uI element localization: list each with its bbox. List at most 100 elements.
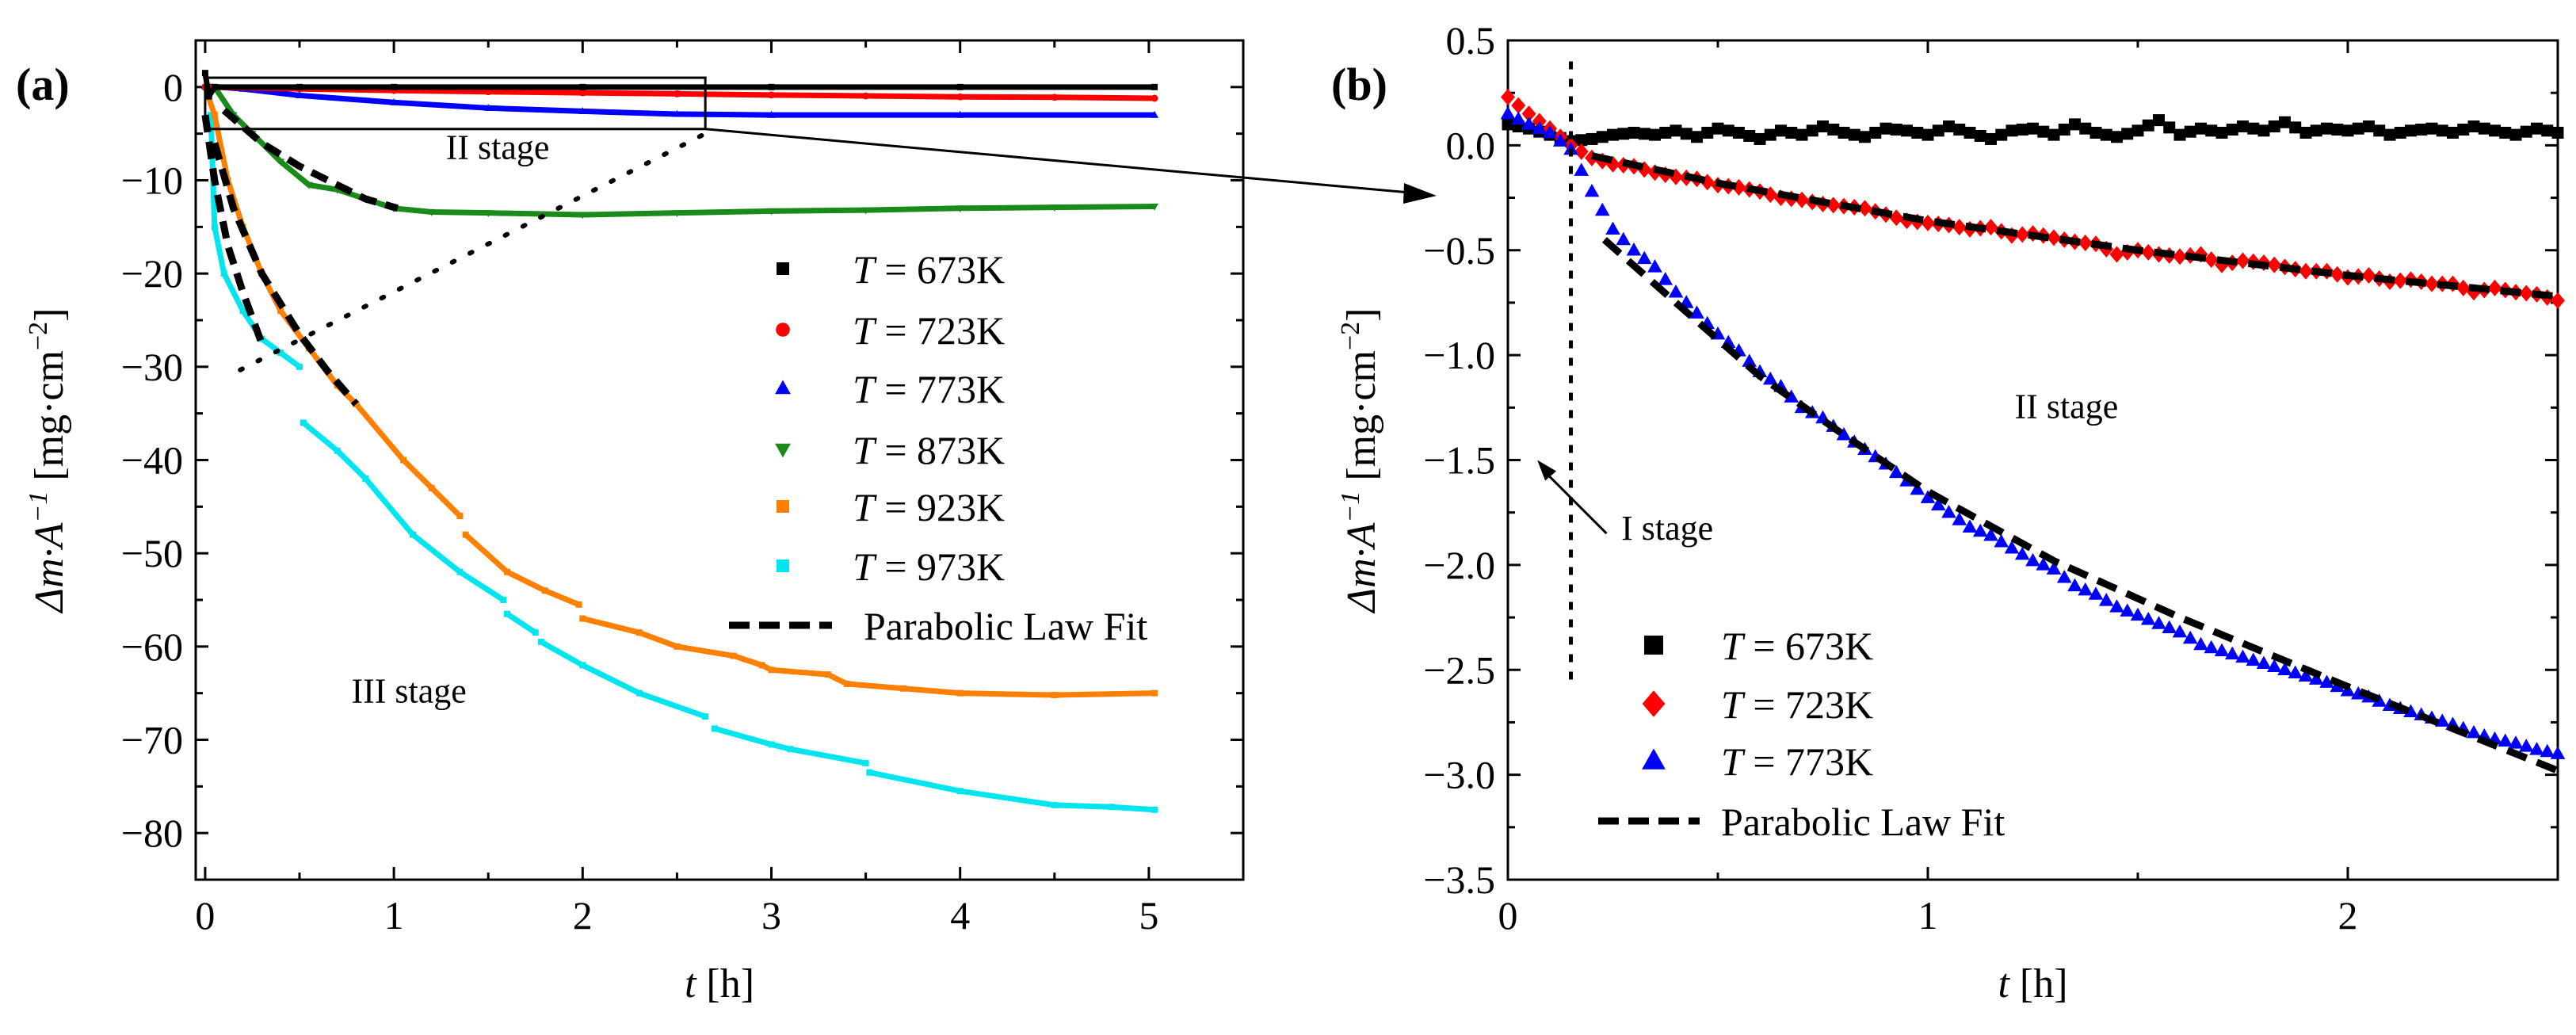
data-point (575, 601, 582, 608)
legend-var: T (853, 544, 877, 589)
data-point (767, 208, 776, 216)
legend-label-723K: T = 723K (1721, 682, 1873, 727)
data-point-interp (2268, 120, 2280, 133)
data-point (211, 223, 218, 231)
data-point (1796, 128, 1808, 141)
legend-marker-923K (777, 500, 789, 513)
zoom-dotted-line (235, 133, 704, 374)
data-point (1151, 203, 1159, 211)
data-point-interp (2204, 251, 2219, 269)
series-723K (1501, 88, 2565, 309)
series-line (301, 420, 506, 602)
data-point (1051, 801, 1058, 808)
legend-marker-723K (1642, 690, 1666, 717)
legend-temp: 723K (917, 308, 1005, 353)
data-point (2089, 126, 2102, 139)
data-point (2299, 262, 2313, 280)
data-point-interp (1596, 131, 1609, 143)
data-point-interp (2331, 124, 2344, 136)
fit-line-723K (1591, 152, 2559, 300)
data-point (456, 568, 464, 575)
annotation-i-stage: I stage (1621, 509, 1713, 548)
legend-marker-973K (777, 560, 789, 572)
data-point (2173, 128, 2186, 141)
x-tick-label: 0 (195, 893, 215, 938)
data-point-interp (2078, 582, 2093, 596)
data-point (484, 88, 492, 96)
data-point-interp (1510, 111, 1526, 125)
data-point (1836, 426, 1852, 441)
legend-var: T (1721, 682, 1746, 727)
data-point (1754, 132, 1766, 145)
data-point (862, 759, 869, 766)
data-point (1151, 83, 1158, 90)
data-point-interp (2541, 124, 2554, 137)
panel-label: (a) (16, 59, 70, 110)
legend-temp: 773K (1785, 739, 1873, 784)
legend-eq: = (875, 485, 917, 529)
legend-eq: = (875, 428, 917, 472)
data-point (862, 92, 870, 100)
data-point-interp (1636, 250, 1652, 265)
panel-label: (b) (1331, 59, 1387, 110)
legend-marker-773K (1642, 748, 1666, 770)
data-point (1108, 804, 1115, 811)
data-point (758, 662, 765, 669)
legend-var: T (1721, 739, 1746, 784)
y-axis-label-sup: −1 (24, 491, 53, 523)
data-point (2277, 662, 2292, 675)
data-point (390, 98, 399, 105)
y-tick-label: −1.5 (1423, 438, 1495, 483)
data-point (277, 158, 285, 166)
data-point (211, 112, 218, 119)
data-point (579, 615, 586, 622)
data-point (362, 475, 369, 483)
legend-label-773K: T = 773K (1721, 739, 1873, 784)
data-point (2529, 742, 2544, 755)
data-point (787, 746, 794, 753)
data-point (1151, 110, 1159, 118)
series-line (540, 639, 707, 720)
x-axis-label-unit: [h] (2009, 961, 2068, 1006)
data-point (1607, 128, 1619, 141)
data-point (956, 689, 964, 697)
legend-var: T (853, 247, 877, 292)
data-point (2257, 124, 2270, 137)
data-point (2489, 124, 2501, 137)
panel-a: 0 1 2 3 4 5 0 −10 −20 −30 −40 −50 −60 −70 −80 t [h] Δm·A… (16, 39, 1437, 1006)
data-point-interp (2204, 640, 2219, 654)
legend-label-673K: T = 673K (1721, 624, 1873, 668)
data-point-interp (1511, 97, 1526, 114)
legend-eq: = (875, 367, 917, 411)
data-point (1647, 259, 1662, 273)
data-point-interp (2519, 285, 2534, 302)
data-point-interp (2540, 743, 2555, 758)
data-point (300, 419, 307, 426)
legend-marker-673K (1644, 636, 1663, 655)
data-point-interp (2014, 546, 2030, 560)
data-point (2299, 126, 2312, 139)
data-point (2279, 116, 2291, 128)
data-point-interp (2330, 265, 2345, 283)
data-point-interp (2056, 570, 2072, 583)
legend-var: T (853, 428, 877, 472)
data-point-interp (1932, 124, 1944, 137)
data-point (208, 112, 215, 119)
data-point-interp (1806, 124, 1818, 137)
data-point-interp (1785, 126, 1798, 139)
y-axis-label-main: Δm·A (1339, 522, 1384, 613)
data-point-interp (2436, 124, 2448, 137)
data-point (1050, 204, 1059, 212)
data-point (2215, 126, 2228, 139)
data-point (1605, 221, 1620, 235)
data-point (2363, 120, 2375, 133)
data-point (861, 207, 870, 215)
y-axis-label: Δm·A−1 [mg·cm−2] (24, 308, 72, 614)
y-axis-label-unit: [mg·cm (27, 350, 72, 491)
data-point-interp (2289, 121, 2302, 134)
data-point-interp (2016, 124, 2028, 136)
x-axis-label: t [h] (685, 961, 754, 1006)
data-point (541, 587, 548, 594)
legend-eq: = (1743, 739, 1785, 784)
